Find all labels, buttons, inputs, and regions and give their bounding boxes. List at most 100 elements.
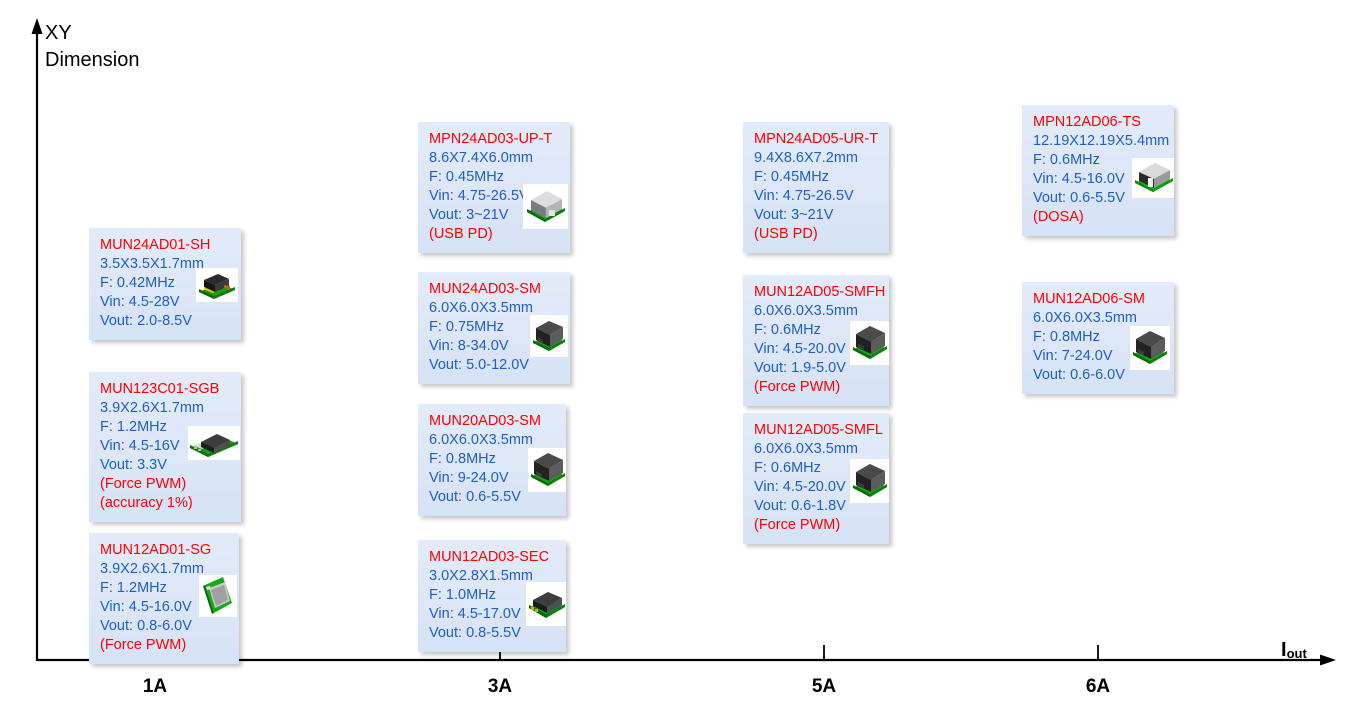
product-spec-size: 6.0X6.0X3.5mm [754, 441, 858, 457]
product-note-dosa: (DOSA) [1033, 209, 1084, 225]
product-title: MUN20AD03-SM [429, 413, 541, 429]
product-spec-vin: Vin: 4.5-16.0V [100, 599, 192, 615]
product-note-accuracy: (accuracy 1%) [100, 495, 193, 511]
x-axis-label-main: I [1281, 639, 1287, 661]
product-spec-vin: Vin: 4.5-20.0V [754, 479, 846, 495]
product-thumbnail-icon [199, 575, 237, 617]
product-spec-size: 6.0X6.0X3.5mm [754, 303, 858, 319]
product-spec-vout: Vout: 0.6-6.0V [1033, 367, 1125, 383]
product-title: MUN24AD03-SM [429, 281, 541, 297]
product-title: MUN123C01-SGB [100, 381, 220, 397]
product-spec-size: 6.0X6.0X3.5mm [429, 432, 533, 448]
x-axis-label-sub: out [1286, 646, 1307, 661]
product-title: MUN24AD01-SH [100, 237, 211, 253]
product-note-usb-pd: (USB PD) [429, 226, 493, 242]
product-card-mpn24ad05-ur-t[interactable]: MPN24AD05-UR-T 9.4X8.6X7.2mm F: 0.45MHz … [743, 122, 889, 253]
x-axis-label: Iout [1281, 639, 1307, 662]
product-thumbnail-icon [1132, 158, 1174, 198]
product-spec-size: 9.4X8.6X7.2mm [754, 150, 858, 166]
product-title: MUN12AD03-SEC [429, 549, 550, 565]
product-spec-vout: Vout: 0.6-5.5V [429, 489, 521, 505]
product-spec-frequency: F: 0.75MHz [429, 319, 504, 335]
product-spec-vin: Vin: 7-24.0V [1033, 348, 1113, 364]
product-spec-frequency: F: 0.8MHz [429, 451, 496, 467]
product-spec-vin: Vin: 4.5-16.0V [1033, 171, 1125, 187]
product-note-force-pwm: (Force PWM) [100, 637, 187, 653]
product-title: MUN12AD05-SMFH [754, 284, 886, 300]
product-spec-vin: Vin: 8-34.0V [429, 338, 509, 354]
product-card-mun123c01-sgb[interactable]: MUN123C01-SGB 3.9X2.6X1.7mm F: 1.2MHz Vi… [89, 372, 241, 522]
product-spec-vout: Vout: 3~21V [429, 207, 509, 223]
product-spec-frequency: F: 0.6MHz [1033, 152, 1100, 168]
product-title: MPN12AD06-TS [1033, 114, 1141, 130]
product-note-force-pwm: (Force PWM) [100, 476, 187, 492]
product-thumbnail-icon [196, 268, 238, 302]
product-thumbnail-icon [850, 321, 889, 365]
product-thumbnail-icon [850, 459, 889, 503]
product-spec-vin: Vin: 9-24.0V [429, 470, 509, 486]
product-spec-frequency: F: 0.6MHz [754, 322, 821, 338]
product-title: MPN24AD03-UP-T [429, 131, 553, 147]
x-tick-label-5a: 5A [811, 676, 837, 697]
product-spec-vout: Vout: 0.8-5.5V [429, 625, 521, 641]
product-spec-size: 6.0X6.0X3.5mm [1033, 310, 1137, 326]
product-spec-size: 12.19X12.19X5.4mm [1033, 133, 1170, 149]
product-spec-frequency: F: 0.6MHz [754, 460, 821, 476]
product-thumbnail-icon [530, 315, 568, 357]
product-spec-vout: Vout: 0.6-1.8V [754, 498, 846, 514]
product-spec-vin: Vin: 4.5-17.0V [429, 606, 521, 622]
product-card-mun12ad03-sec[interactable]: MUN12AD03-SEC 3.0X2.8X1.5mm F: 1.0MHz Vi… [418, 540, 566, 652]
product-title: MUN12AD05-SMFL [754, 422, 883, 438]
product-thumbnail-icon [526, 582, 566, 626]
product-spec-size: 3.5X3.5X1.7mm [100, 256, 204, 272]
y-axis-label-line2: Dimension [45, 49, 140, 71]
product-spec-frequency: F: 0.45MHz [754, 169, 829, 185]
product-note-force-pwm: (Force PWM) [754, 517, 841, 533]
product-spec-vin: Vin: 4.5-16V [100, 438, 180, 454]
x-tick-label-3a: 3A [487, 676, 513, 697]
product-note-force-pwm: (Force PWM) [754, 379, 841, 395]
product-card-mun12ad05-smfl[interactable]: MUN12AD05-SMFL 6.0X6.0X3.5mm F: 0.6MHz V… [743, 413, 889, 544]
product-spec-size: 3.9X2.6X1.7mm [100, 400, 204, 416]
product-title: MUN12AD01-SG [100, 542, 212, 558]
product-spec-frequency: F: 0.8MHz [1033, 329, 1100, 345]
product-spec-size: 8.6X7.4X6.0mm [429, 150, 533, 166]
product-spec-vout: Vout: 0.6-5.5V [1033, 190, 1125, 206]
product-title: MUN12AD06-SM [1033, 291, 1145, 307]
product-spec-vout: Vout: 2.0-8.5V [100, 313, 192, 329]
product-card-mun12ad01-sg[interactable]: MUN12AD01-SG 3.9X2.6X1.7mm F: 1.2MHz Vin… [89, 533, 239, 664]
product-thumbnail-icon [1130, 326, 1170, 370]
product-card-mun20ad03-sm[interactable]: MUN20AD03-SM 6.0X6.0X3.5mm F: 0.8MHz Vin… [418, 404, 566, 516]
product-thumbnail-icon [523, 184, 568, 229]
product-note-usb-pd: (USB PD) [754, 226, 818, 242]
product-spec-vout: Vout: 0.8-6.0V [100, 618, 192, 634]
product-card-mpn24ad03-up-t[interactable]: MPN24AD03-UP-T 8.6X7.4X6.0mm F: 0.45MHz … [418, 122, 570, 253]
product-card-mun12ad06-sm[interactable]: MUN12AD06-SM 6.0X6.0X3.5mm F: 0.8MHz Vin… [1022, 282, 1174, 394]
product-spec-vout: Vout: 1.9-5.0V [754, 360, 846, 376]
product-spec-vin: Vin: 4.75-26.5V [754, 188, 854, 204]
product-spec-frequency: F: 1.2MHz [100, 419, 167, 435]
y-axis-label-line1: XY [45, 22, 72, 44]
product-spec-vin: Vin: 4.75-26.5V [429, 188, 529, 204]
product-spec-vin: Vin: 4.5-20.0V [754, 341, 846, 357]
product-card-mun24ad01-sh[interactable]: MUN24AD01-SH 3.5X3.5X1.7mm F: 0.42MHz Vi… [89, 228, 241, 340]
product-spec-vin: Vin: 4.5-28V [100, 294, 180, 310]
product-spec-size: 3.9X2.6X1.7mm [100, 561, 204, 577]
product-spec-vout: Vout: 3.3V [100, 457, 167, 473]
product-title: MPN24AD05-UR-T [754, 131, 879, 147]
product-thumbnail-icon [528, 448, 566, 492]
product-card-mpn12ad06-ts[interactable]: MPN12AD06-TS 12.19X12.19X5.4mm F: 0.6MHz… [1022, 105, 1174, 236]
product-spec-frequency: F: 1.0MHz [429, 587, 496, 603]
product-thumbnail-icon [188, 426, 240, 460]
product-spec-vout: Vout: 5.0-12.0V [429, 357, 529, 373]
x-tick-label-6a: 6A [1085, 676, 1111, 697]
product-spec-vout: Vout: 3~21V [754, 207, 834, 223]
product-spec-frequency: F: 0.42MHz [100, 275, 175, 291]
y-axis-label: XY Dimension [45, 20, 205, 74]
product-spec-size: 6.0X6.0X3.5mm [429, 300, 533, 316]
product-card-mun12ad05-smfh[interactable]: MUN12AD05-SMFH 6.0X6.0X3.5mm F: 0.6MHz V… [743, 275, 889, 406]
x-tick-label-1a: 1A [142, 676, 168, 697]
product-card-mun24ad03-sm[interactable]: MUN24AD03-SM 6.0X6.0X3.5mm F: 0.75MHz Vi… [418, 272, 570, 384]
product-spec-size: 3.0X2.8X1.5mm [429, 568, 533, 584]
